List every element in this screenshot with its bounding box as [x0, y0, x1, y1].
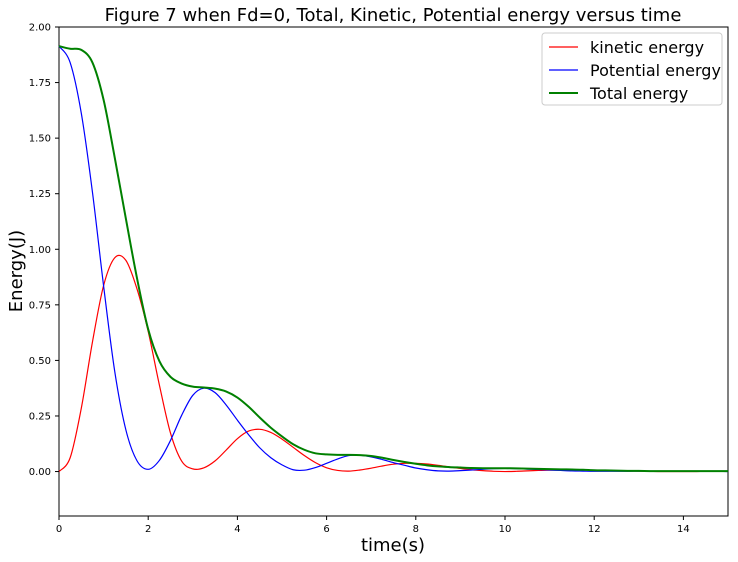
y-tick-label: 0.00 — [29, 467, 51, 478]
y-tick-label: 1.00 — [29, 245, 51, 256]
chart-title: Figure 7 when Fd=0, Total, Kinetic, Pote… — [105, 5, 682, 26]
y-tick-label: 1.25 — [29, 189, 51, 200]
x-tick-label: 8 — [413, 524, 419, 535]
series-layer — [58, 45, 729, 473]
x-tick-label: 6 — [323, 524, 329, 535]
y-axis-ticks: 0.00 0.25 0.50 0.75 1.00 1.25 1.50 1.75 2.00 — [29, 23, 59, 478]
legend-label-total: Total energy — [589, 84, 688, 103]
plot-area — [58, 26, 729, 517]
legend-label-potential: Potential energy — [590, 61, 721, 80]
total-energy-line — [58, 45, 728, 473]
potential-energy-line — [58, 45, 729, 473]
x-tick-label: 4 — [234, 524, 240, 535]
legend: kinetic energy Potential energy Total en… — [541, 32, 723, 106]
x-axis-label: time(s) — [361, 535, 425, 556]
plot-frame — [58, 26, 729, 517]
x-tick-label: 0 — [56, 524, 62, 535]
legend-box — [541, 32, 723, 106]
x-tick-label: 14 — [677, 524, 690, 535]
y-tick-label: 1.75 — [29, 78, 51, 89]
y-tick-label: 0.25 — [29, 411, 51, 422]
y-tick-label: 0.50 — [29, 356, 51, 367]
x-tick-label: 12 — [588, 524, 601, 535]
x-tick-label: 2 — [145, 524, 151, 535]
legend-label-kinetic: kinetic energy — [590, 38, 704, 57]
y-axis-label: Energy(J) — [6, 230, 27, 312]
kinetic-energy-line — [58, 254, 728, 473]
x-axis-ticks: 0 2 4 6 8 10 12 14 — [56, 516, 690, 535]
x-tick-label: 10 — [499, 524, 512, 535]
y-tick-label: 0.75 — [29, 300, 51, 311]
y-tick-label: 1.50 — [29, 134, 51, 145]
y-tick-label: 2.00 — [29, 23, 51, 34]
